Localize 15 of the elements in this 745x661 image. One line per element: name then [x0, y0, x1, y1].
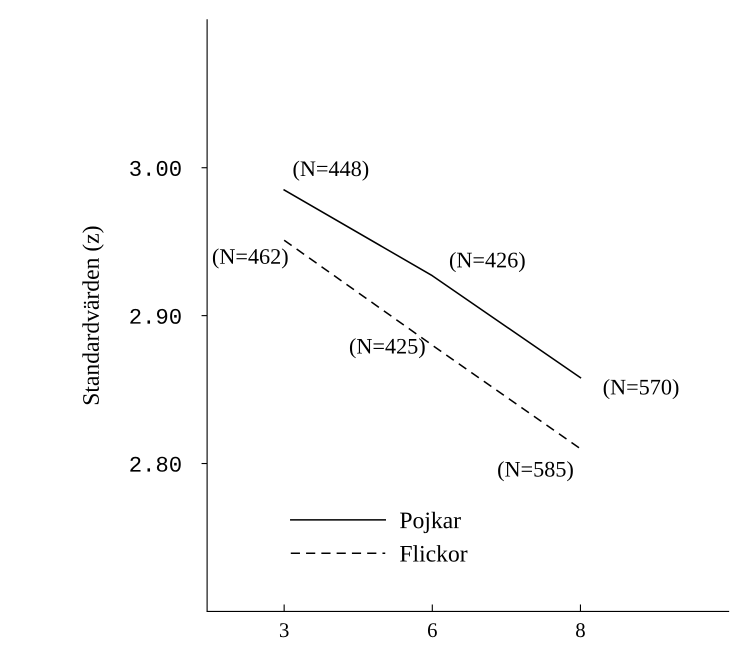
annotation: (N=585): [498, 461, 573, 482]
annotation: (N=448): [293, 160, 368, 181]
annotation: (N=462): [212, 248, 288, 269]
annotation: (N=425): [350, 338, 425, 358]
x-tick-label: 8: [576, 623, 585, 638]
y-axis-title: Standardvärden (z): [82, 226, 104, 404]
annotation: (N=570): [604, 378, 678, 400]
annotation: (N=426): [450, 252, 525, 272]
y-tick-label: 2.90: [130, 308, 181, 324]
legend-label: Flickor: [400, 545, 468, 562]
y-tick-label: 3.00: [130, 160, 181, 176]
y-tick-label: 2.80: [130, 456, 181, 472]
x-tick-label: 6: [428, 623, 437, 638]
legend-label: Pojkar: [400, 512, 461, 534]
x-tick-label: 3: [280, 623, 289, 638]
